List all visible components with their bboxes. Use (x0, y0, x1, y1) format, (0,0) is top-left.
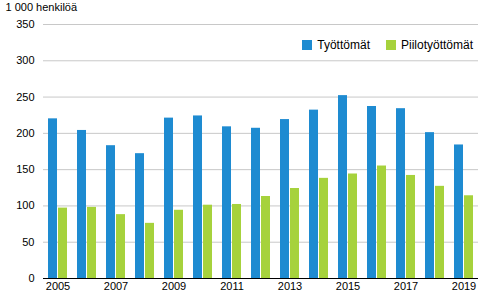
html-text:Piilotyöttömät: Piilotyöttömät (401, 38, 473, 52)
svg-text:100: 100 (16, 199, 34, 211)
svg-text:2005: 2005 (46, 280, 70, 292)
svg-text:200: 200 (16, 127, 34, 139)
svg-text:2017: 2017 (394, 280, 418, 292)
svg-text:300: 300 (16, 54, 34, 66)
svg-text:2011: 2011 (220, 280, 244, 292)
svg-text:0: 0 (28, 272, 34, 284)
svg-text:1 000 henkilöä: 1 000 henkilöä (6, 1, 78, 13)
svg-text:2015: 2015 (336, 280, 360, 292)
svg-text:2009: 2009 (162, 280, 186, 292)
svg-text:350: 350 (16, 18, 34, 30)
svg-text:150: 150 (16, 163, 34, 175)
svg-text:250: 250 (16, 91, 34, 103)
svg-text:50: 50 (22, 236, 34, 248)
svg-text:2019: 2019 (452, 280, 476, 292)
html-text:Työttömät: Työttömät (317, 38, 370, 52)
svg-text:2007: 2007 (104, 280, 128, 292)
svg-text:2013: 2013 (278, 280, 302, 292)
